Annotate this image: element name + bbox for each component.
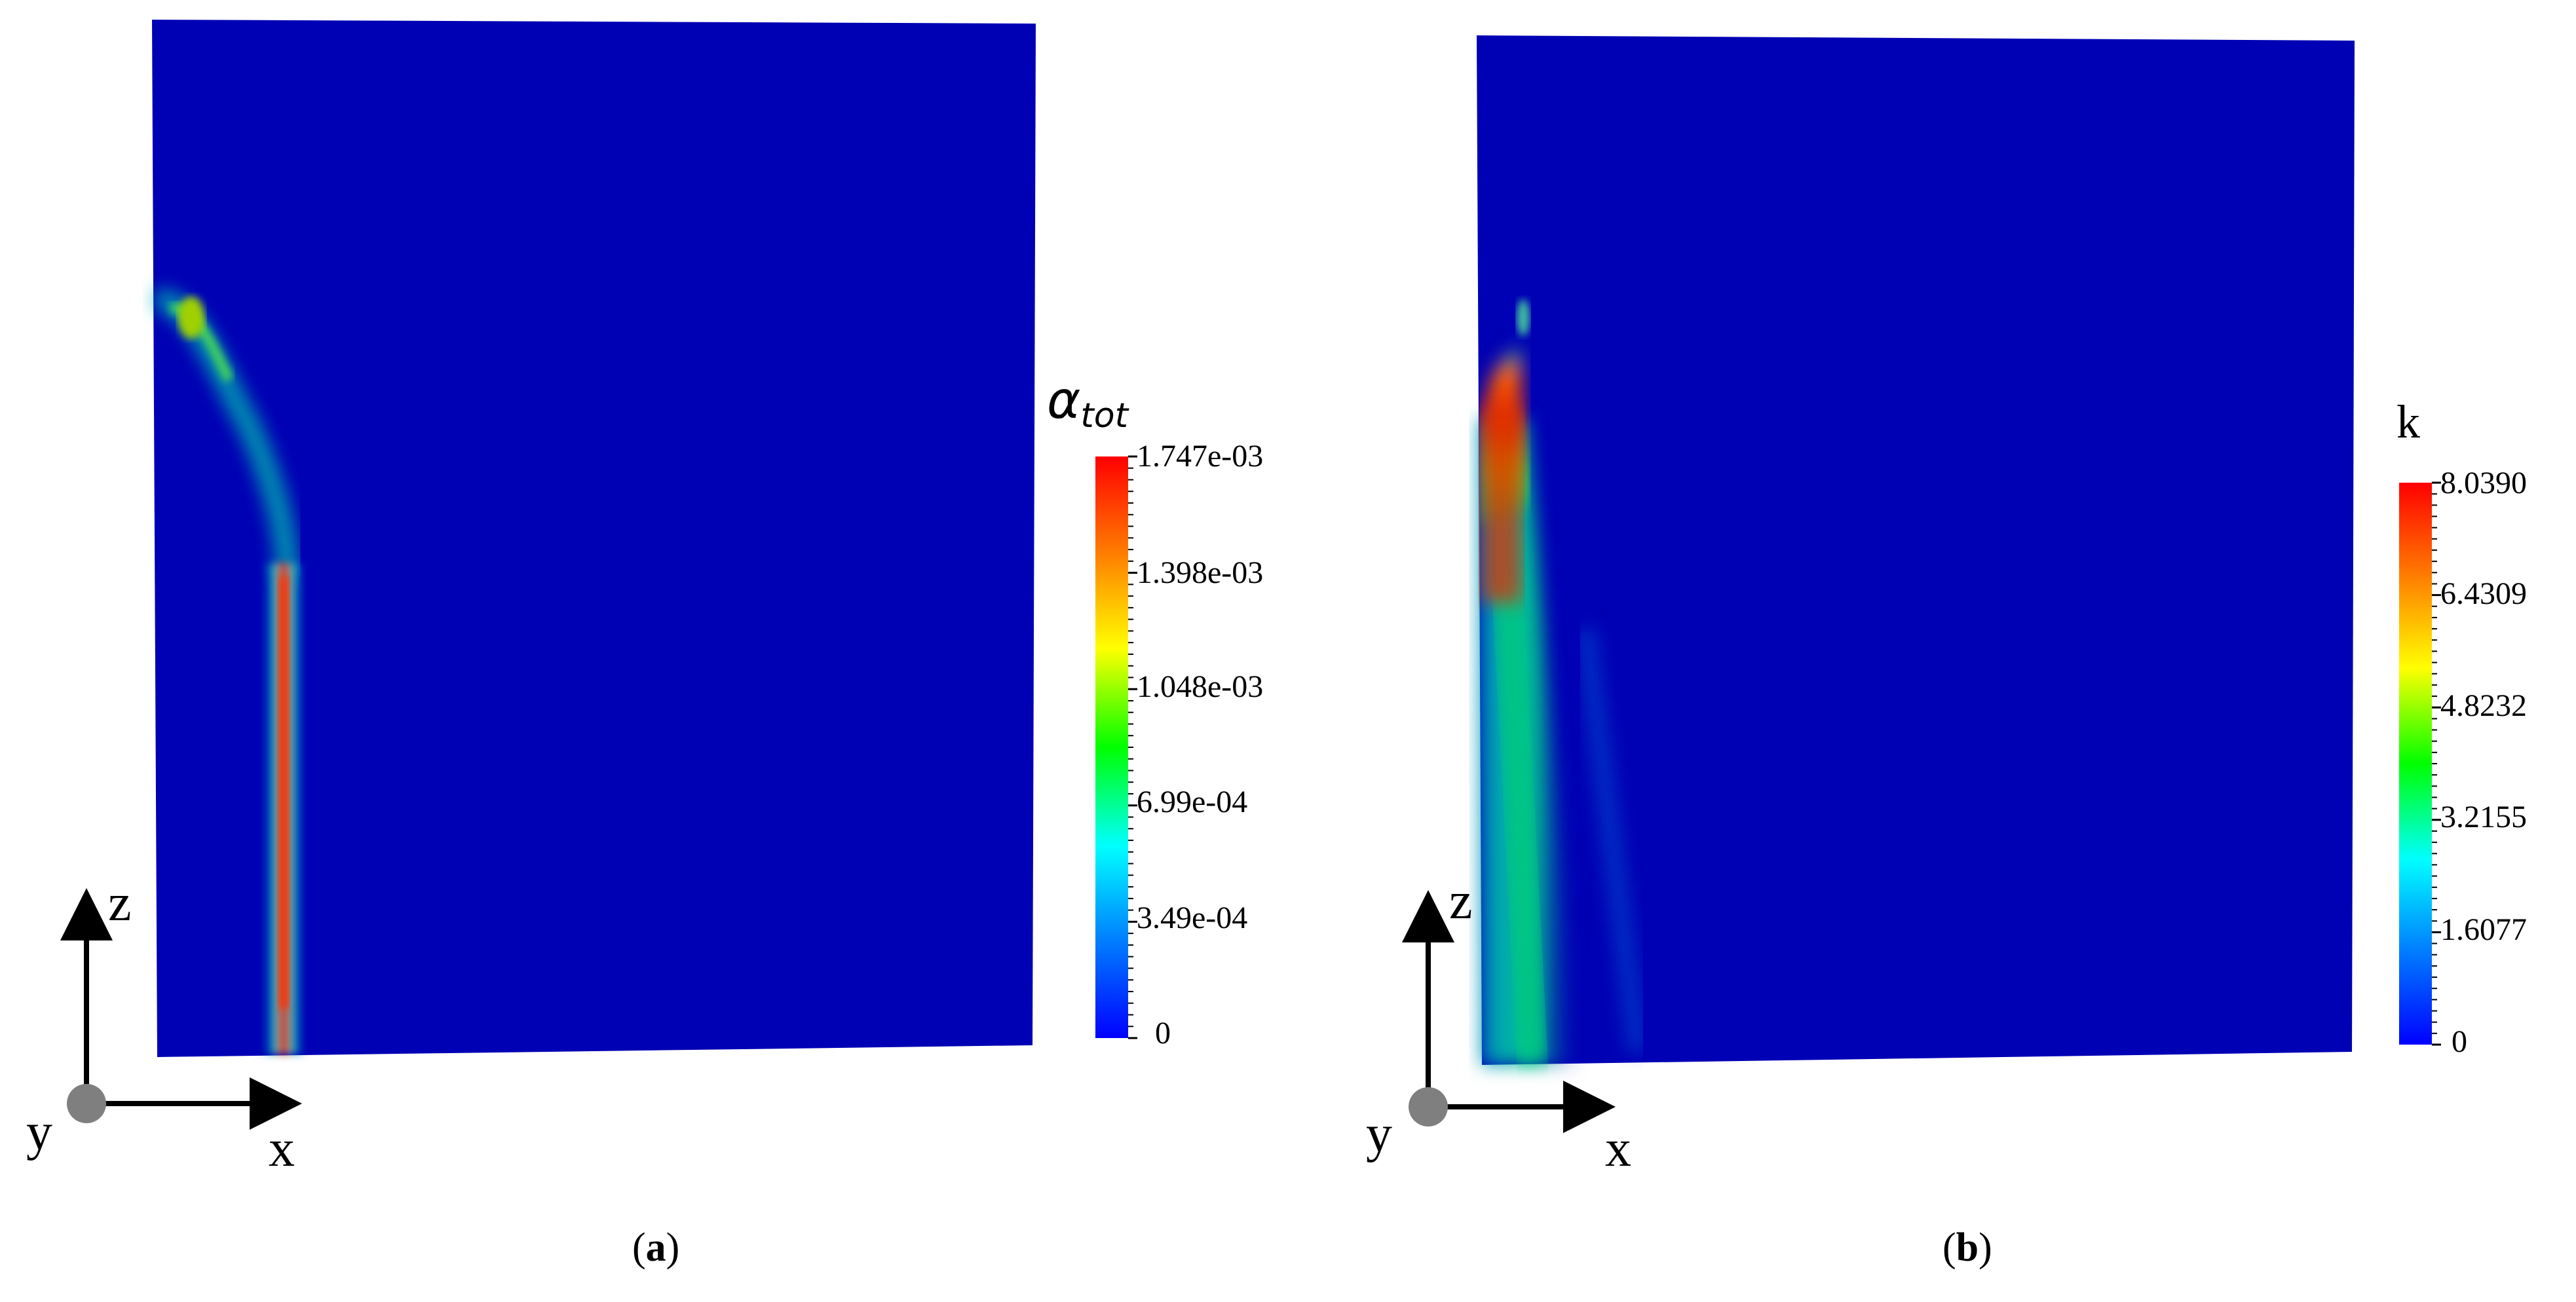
y-axis-origin [67, 1084, 106, 1123]
colorbar-b: k 8.0390 6.4309 4.8232 3.2155 1.6077 0 [2396, 396, 2527, 1059]
tick-label: 0 [2452, 1024, 2467, 1059]
jet-plume-b [1479, 299, 1648, 1065]
tick-label: 1.747e-03 [1137, 439, 1263, 474]
coordinate-axes-a: z x y [26, 874, 302, 1178]
z-axis-label: z [108, 874, 132, 932]
contour-field-b [1477, 35, 2355, 1065]
caption-a: (a) [632, 1225, 679, 1270]
jet-plume-a [153, 289, 307, 1054]
x-axis-label: x [269, 1120, 295, 1178]
tick-label: 0 [1155, 1016, 1171, 1051]
tick-label: 3.2155 [2440, 800, 2527, 834]
coordinate-axes-b: z x y [1366, 872, 1631, 1178]
colorbar-gradient-a [1095, 456, 1128, 1038]
colorbar-title-b: k [2396, 396, 2420, 448]
x-axis-label: x [1605, 1120, 1631, 1178]
colorbar-gradient-b [2399, 483, 2432, 1045]
z-axis-label: z [1449, 872, 1473, 930]
tick-label: 4.8232 [2440, 688, 2527, 723]
tick-label: 1.398e-03 [1137, 555, 1263, 590]
tick-label: 8.0390 [2440, 466, 2527, 500]
y-axis-origin [1409, 1087, 1448, 1126]
panel-a: z x y αtot 1.747e-03 1.398e-03 1.048e-03… [26, 20, 1263, 1270]
colorbar-ticks-a [1128, 455, 1137, 1039]
panel-b: z x y k 8.0390 6.4309 4.8232 3.2155 1.60… [1366, 35, 2527, 1270]
y-axis-label: y [26, 1104, 52, 1161]
tick-label: 1.6077 [2440, 912, 2527, 947]
tick-label: 3.49e-04 [1137, 901, 1247, 935]
colorbar-title-a: αtot [1047, 371, 1129, 436]
colorbar-a: αtot 1.747e-03 1.398e-03 1.048e-03 6.99e… [1047, 371, 1263, 1051]
tick-label: 6.99e-04 [1137, 785, 1247, 819]
tick-label: 1.048e-03 [1137, 669, 1263, 704]
y-axis-label: y [1366, 1106, 1392, 1163]
tick-label: 6.4309 [2440, 576, 2527, 611]
caption-b: (b) [1942, 1225, 1992, 1270]
colorbar-ticks-b [2432, 481, 2441, 1046]
contour-field-a [152, 20, 1036, 1057]
